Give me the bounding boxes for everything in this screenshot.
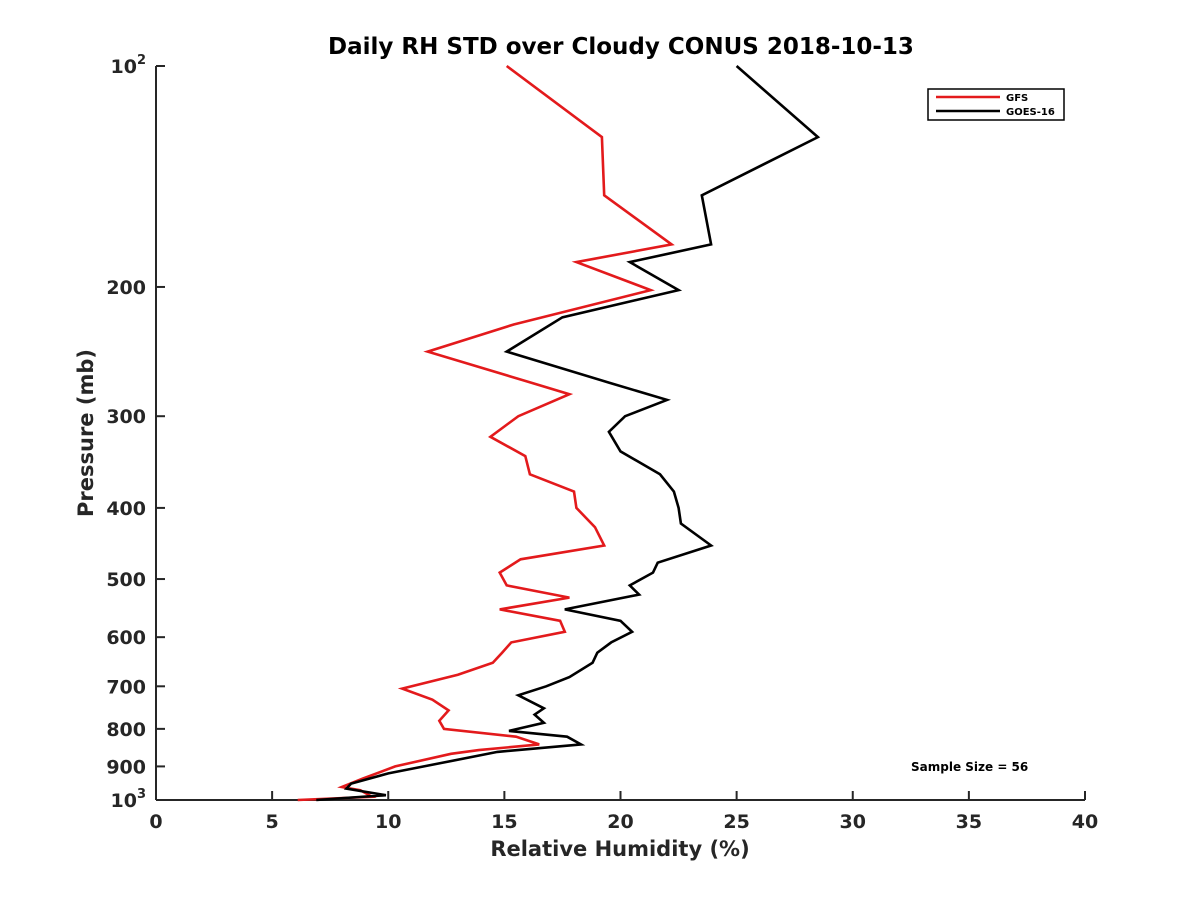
y-tick-label: 900 <box>106 756 146 778</box>
x-tick-label: 35 <box>956 811 982 833</box>
y-ticks: 102 200 300 400 500 600 700 800 900 103 <box>106 53 165 812</box>
y-tick-label: 400 <box>106 498 146 520</box>
series-line-goes16 <box>316 65 821 802</box>
x-tick-label: 15 <box>491 811 517 833</box>
x-ticks: 0 5 10 15 20 25 30 35 40 <box>149 791 1098 833</box>
x-tick-label: 25 <box>723 811 749 833</box>
y-axis-label: Pressure (mb) <box>74 349 98 517</box>
legend: GFS GOES-16 <box>927 88 1065 121</box>
series-group <box>297 64 821 802</box>
y-tick-label: 103 <box>111 787 147 812</box>
y-tick-label: 800 <box>106 719 146 741</box>
x-tick-label: 40 <box>1072 811 1098 833</box>
legend-box <box>927 88 1065 121</box>
y-tick-label: 700 <box>106 676 146 698</box>
legend-label-goes16: GOES-16 <box>1006 107 1055 118</box>
x-tick-label: 10 <box>375 811 401 833</box>
x-tick-label: 20 <box>607 811 633 833</box>
series-line-gfs <box>297 64 675 802</box>
axes <box>155 66 1085 801</box>
x-tick-label: 30 <box>840 811 866 833</box>
x-axis-label: Relative Humidity (%) <box>490 837 749 861</box>
x-tick-label: 0 <box>149 811 162 833</box>
x-tick-label: 5 <box>266 811 279 833</box>
legend-label-gfs: GFS <box>1006 93 1028 104</box>
y-tick-label: 500 <box>106 569 146 591</box>
y-tick-label: 200 <box>106 277 146 299</box>
y-tick-label: 300 <box>106 406 146 428</box>
chart-title: Daily RH STD over Cloudy CONUS 2018-10-1… <box>328 34 914 60</box>
sample-size-annotation: Sample Size = 56 <box>911 760 1028 774</box>
y-tick-label: 102 <box>111 53 147 78</box>
y-tick-label: 600 <box>106 627 146 649</box>
